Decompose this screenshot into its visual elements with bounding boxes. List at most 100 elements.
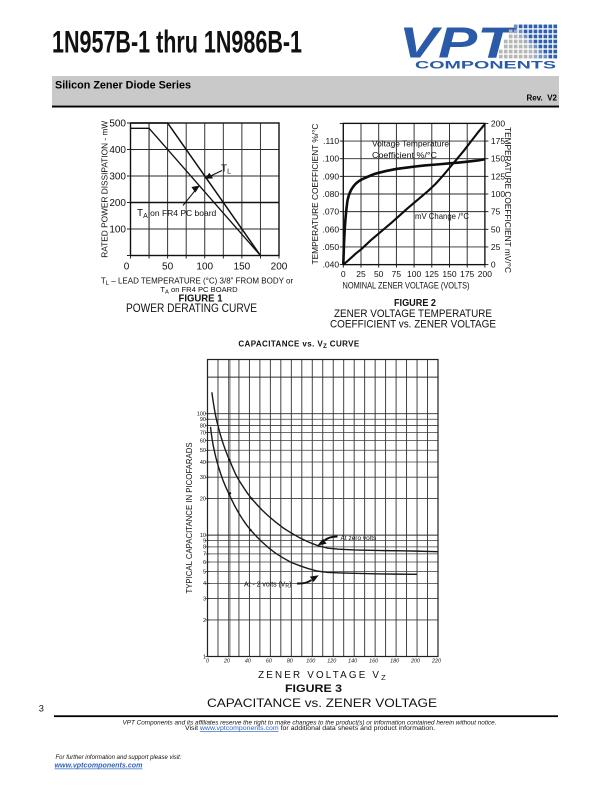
svg-text:50: 50 xyxy=(200,448,206,454)
svg-text:Coefficient %/°C: Coefficient %/°C xyxy=(372,150,437,160)
svg-text:0: 0 xyxy=(124,262,130,273)
svg-text:200: 200 xyxy=(410,659,420,665)
svg-text:.070: .070 xyxy=(323,207,340,217)
svg-text:.100: .100 xyxy=(323,154,340,164)
svg-text:400: 400 xyxy=(109,145,126,156)
svg-text:70: 70 xyxy=(200,430,206,436)
svg-text:80: 80 xyxy=(287,659,293,665)
svg-text:100: 100 xyxy=(109,224,126,235)
svg-text:50: 50 xyxy=(162,262,174,273)
svg-text:COMPONENTS: COMPONENTS xyxy=(415,60,556,72)
svg-text:At zero volts: At zero volts xyxy=(341,535,378,542)
svg-text:300: 300 xyxy=(109,171,126,182)
svg-text:100: 100 xyxy=(197,412,206,418)
svg-text:0: 0 xyxy=(341,269,346,279)
svg-text:40: 40 xyxy=(245,659,251,665)
svg-text:TA on FR4 PC BOARD: TA on FR4 PC BOARD xyxy=(160,285,238,296)
svg-text:500: 500 xyxy=(109,118,126,129)
svg-text:7: 7 xyxy=(203,552,206,558)
svg-text:5: 5 xyxy=(203,569,206,575)
svg-text:90: 90 xyxy=(200,417,206,423)
svg-text:2: 2 xyxy=(203,618,206,624)
svg-text:100: 100 xyxy=(407,269,421,279)
svg-text:20: 20 xyxy=(223,659,230,665)
svg-text:3: 3 xyxy=(39,703,44,713)
svg-text:Visit www.vptcomponents.com fo: Visit www.vptcomponents.com for addition… xyxy=(185,725,435,732)
svg-text:6: 6 xyxy=(203,560,206,566)
svg-text:.110: .110 xyxy=(323,136,339,146)
svg-text:FIGURE 1: FIGURE 1 xyxy=(179,294,223,305)
svg-text:200: 200 xyxy=(478,269,492,279)
svg-text:220: 220 xyxy=(431,659,441,665)
svg-text:CAPACITANCE vs. VZ CURVE: CAPACITANCE vs. VZ CURVE xyxy=(238,340,360,351)
svg-text:ZENER VOLTAGE TEMPERATURE: ZENER VOLTAGE TEMPERATURE xyxy=(334,308,492,320)
svg-text:25: 25 xyxy=(491,242,501,252)
svg-text:125: 125 xyxy=(425,269,439,279)
svg-text:Silicon Zener Diode Series: Silicon Zener Diode Series xyxy=(55,79,191,91)
svg-text:60: 60 xyxy=(200,438,206,444)
svg-text:TL: TL xyxy=(221,164,231,176)
svg-text:200: 200 xyxy=(271,262,288,273)
svg-text:200: 200 xyxy=(109,198,126,209)
svg-text:100: 100 xyxy=(306,659,315,665)
svg-text:TEMPERATURE COEFFICIENT %/°C: TEMPERATURE COEFFICIENT %/°C xyxy=(310,124,320,265)
svg-text:NOMINAL ZENER VOLTAGE (VOLTS): NOMINAL ZENER VOLTAGE (VOLTS) xyxy=(343,281,470,291)
svg-text:25: 25 xyxy=(356,269,366,279)
svg-text:175: 175 xyxy=(491,136,505,146)
svg-text:150: 150 xyxy=(442,269,456,279)
svg-text:POWER DERATING CURVE: POWER DERATING CURVE xyxy=(126,303,257,315)
svg-text:175: 175 xyxy=(460,269,474,279)
svg-text:100: 100 xyxy=(196,262,213,273)
svg-text:3: 3 xyxy=(203,596,206,602)
svg-text:mV Change /°C: mV Change /°C xyxy=(415,211,469,221)
svg-text:60: 60 xyxy=(266,659,272,665)
svg-text:180: 180 xyxy=(390,659,399,665)
svg-text:.040: .040 xyxy=(323,260,340,270)
svg-text:FIGURE 3: FIGURE 3 xyxy=(285,683,342,695)
svg-text:Voltage Temperature: Voltage Temperature xyxy=(372,139,449,149)
svg-text:30: 30 xyxy=(200,475,206,481)
svg-text:1N957B-1 thru 1N986B-1: 1N957B-1 thru 1N986B-1 xyxy=(52,23,302,59)
svg-text:.080: .080 xyxy=(323,189,340,199)
svg-text:.060: .060 xyxy=(323,224,340,234)
svg-text:4: 4 xyxy=(203,581,206,587)
svg-text:20: 20 xyxy=(200,496,206,502)
svg-text:50: 50 xyxy=(491,224,501,234)
svg-text:50: 50 xyxy=(374,269,384,279)
svg-text:TEMPERATURE COEFFICIENT mV/°C: TEMPERATURE COEFFICIENT mV/°C xyxy=(503,127,513,273)
svg-text:1: 1 xyxy=(203,654,206,660)
svg-text:160: 160 xyxy=(369,659,378,665)
svg-text:For further information and su: For further information and support plea… xyxy=(56,754,182,761)
svg-text:www.vptcomponents.com: www.vptcomponents.com xyxy=(55,763,143,770)
svg-text:150: 150 xyxy=(491,154,505,164)
svg-text:RATED POWER DISSIPATION - mW: RATED POWER DISSIPATION - mW xyxy=(100,121,110,258)
svg-text:9: 9 xyxy=(203,538,206,544)
svg-text:Rev. V2: Rev. V2 xyxy=(526,94,557,103)
svg-text:ZENER VOLTAGE VZ: ZENER VOLTAGE VZ xyxy=(258,670,388,682)
svg-text:10: 10 xyxy=(200,533,206,539)
svg-text:75: 75 xyxy=(491,207,501,217)
svg-text:CAPACITANCE vs. ZENER VOLTAGE: CAPACITANCE vs. ZENER VOLTAGE xyxy=(207,698,437,710)
svg-text:0: 0 xyxy=(491,260,496,270)
svg-text:8: 8 xyxy=(203,545,206,551)
svg-text:TA on FR4 PC board: TA on FR4 PC board xyxy=(137,208,217,220)
svg-text:.090: .090 xyxy=(323,171,340,181)
svg-text:TL – LEAD TEMPERATURE (°C) 3/8: TL – LEAD TEMPERATURE (°C) 3/8” FROM BOD… xyxy=(101,277,294,288)
svg-text:VPT: VPT xyxy=(399,19,517,68)
svg-text:TYPICAL CAPACITANCE IN PICOFAR: TYPICAL CAPACITANCE IN PICOFARADS xyxy=(185,442,194,593)
svg-text:FIGURE 2: FIGURE 2 xyxy=(394,298,436,309)
svg-text:40: 40 xyxy=(200,460,206,466)
svg-text:100: 100 xyxy=(491,189,505,199)
svg-text:80: 80 xyxy=(200,423,206,429)
svg-text:120: 120 xyxy=(327,659,336,665)
svg-text:COEFFICIENT vs. ZENER VOLTAGE: COEFFICIENT vs. ZENER VOLTAGE xyxy=(330,319,496,331)
svg-text:.050: .050 xyxy=(323,242,340,252)
svg-text:75: 75 xyxy=(392,269,402,279)
svg-text:125: 125 xyxy=(491,171,505,181)
svg-text:VPT Components and its affilia: VPT Components and its affiliates reserv… xyxy=(123,719,497,726)
svg-text:0: 0 xyxy=(206,659,209,665)
svg-text:150: 150 xyxy=(234,262,251,273)
svg-text:At - 2 volts (VR): At - 2 volts (VR) xyxy=(244,582,291,590)
svg-text:200: 200 xyxy=(491,118,505,128)
svg-text:140: 140 xyxy=(348,659,357,665)
